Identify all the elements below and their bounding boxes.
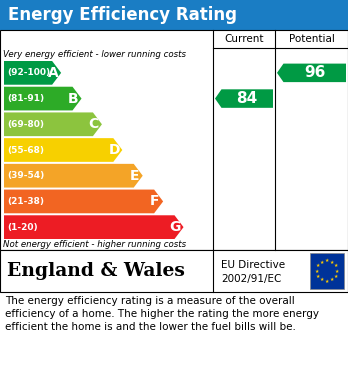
- Text: B: B: [68, 91, 79, 106]
- Text: 2002/91/EC: 2002/91/EC: [221, 274, 282, 283]
- Text: 84: 84: [237, 91, 258, 106]
- Text: Not energy efficient - higher running costs: Not energy efficient - higher running co…: [3, 240, 186, 249]
- Text: ★: ★: [325, 278, 329, 283]
- Polygon shape: [4, 164, 143, 188]
- Text: E: E: [130, 169, 139, 183]
- Text: Very energy efficient - lower running costs: Very energy efficient - lower running co…: [3, 50, 186, 59]
- Text: ★: ★: [325, 258, 329, 264]
- Polygon shape: [4, 87, 81, 110]
- Text: ★: ★: [335, 269, 339, 273]
- Polygon shape: [215, 89, 273, 108]
- Text: ★: ★: [320, 260, 324, 265]
- Text: C: C: [89, 117, 99, 131]
- Text: Energy Efficiency Rating: Energy Efficiency Rating: [8, 6, 237, 24]
- Polygon shape: [4, 138, 122, 162]
- Bar: [310, 253, 344, 289]
- Text: F: F: [150, 194, 160, 208]
- Text: ★: ★: [330, 260, 334, 265]
- Text: (81-91): (81-91): [7, 94, 44, 103]
- Polygon shape: [4, 215, 183, 239]
- Bar: [0, 0, 348, 30]
- Text: EU Directive: EU Directive: [221, 260, 285, 270]
- Text: Current: Current: [224, 34, 264, 44]
- Text: ★: ★: [330, 277, 334, 282]
- Text: (39-54): (39-54): [7, 171, 44, 180]
- Text: 96: 96: [304, 65, 325, 81]
- Text: ★: ★: [316, 264, 321, 269]
- Text: The energy efficiency rating is a measure of the overall efficiency of a home. T: The energy efficiency rating is a measur…: [5, 296, 319, 332]
- Text: A: A: [48, 66, 58, 80]
- Text: (55-68): (55-68): [7, 145, 44, 154]
- Bar: [0, 30, 348, 250]
- Polygon shape: [277, 64, 346, 82]
- Text: (92-100): (92-100): [7, 68, 50, 77]
- Text: G: G: [169, 220, 181, 234]
- Polygon shape: [4, 61, 61, 85]
- Text: D: D: [108, 143, 120, 157]
- Bar: [0, 250, 348, 292]
- Text: (1-20): (1-20): [7, 222, 38, 231]
- Text: ★: ★: [320, 277, 324, 282]
- Text: ★: ★: [333, 274, 338, 278]
- Polygon shape: [4, 190, 163, 213]
- Text: ★: ★: [315, 269, 319, 273]
- Polygon shape: [4, 113, 102, 136]
- Text: (69-80): (69-80): [7, 120, 44, 129]
- Text: ★: ★: [333, 264, 338, 269]
- Text: ★: ★: [316, 274, 321, 278]
- Text: England & Wales: England & Wales: [7, 262, 185, 280]
- Text: Potential: Potential: [288, 34, 334, 44]
- Text: (21-38): (21-38): [7, 197, 44, 206]
